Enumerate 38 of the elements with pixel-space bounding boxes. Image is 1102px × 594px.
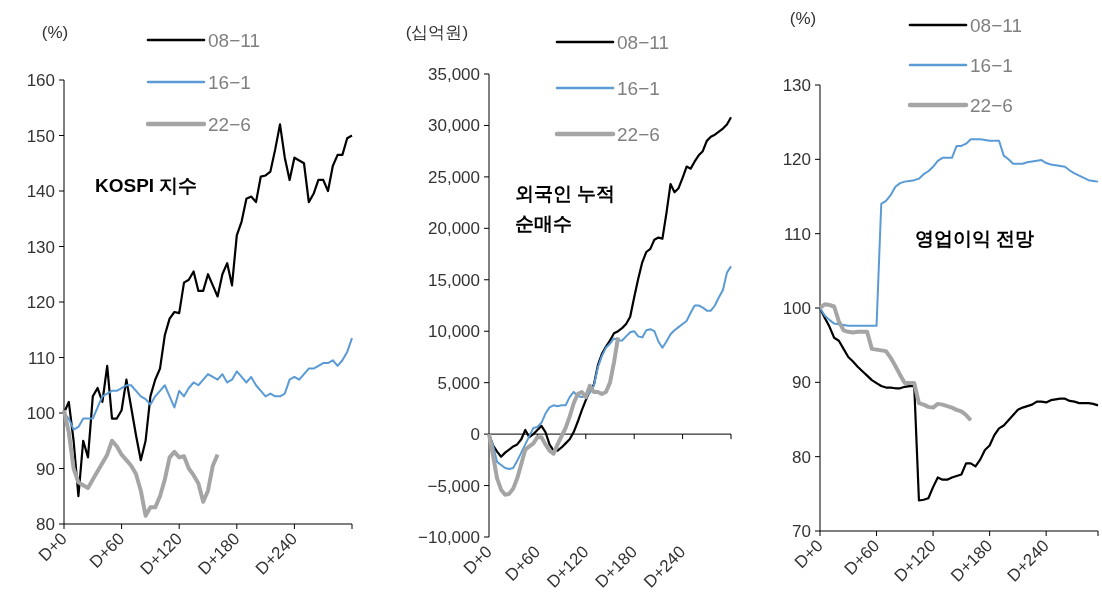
y-tick-label: 130 (26, 237, 55, 257)
y-tick-label: 160 (26, 71, 55, 90)
annotation: 영업이익 전망 (915, 228, 1035, 249)
annotation: KOSPI 지수 (95, 175, 198, 196)
y-tick-label: 20,000 (428, 219, 480, 239)
y-tick-label: 35,000 (428, 65, 480, 84)
legend-label: 08−11 (617, 32, 669, 53)
y-tick-label: 110 (27, 348, 55, 368)
y-tick-label: 10,000 (428, 322, 480, 342)
y-tick-label: 80 (792, 447, 811, 467)
y-tick-label: 130 (782, 76, 811, 95)
y-axis-title: (%) (41, 23, 69, 42)
legend-label: 22−6 (208, 114, 251, 135)
legend-label: 16−1 (208, 72, 251, 93)
y-tick-label: 100 (782, 299, 811, 318)
y-tick-label: 120 (782, 150, 811, 170)
legend-label: 22−6 (617, 124, 660, 145)
y-axis-title: (십억원) (405, 23, 469, 42)
y-tick-label: 110 (783, 224, 811, 244)
y-tick-label: 150 (26, 126, 55, 146)
y-axis-title: (%) (789, 9, 817, 28)
legend-label: 16−1 (617, 78, 660, 99)
y-tick-label: 0 (470, 425, 480, 445)
y-tick-label: 120 (26, 293, 55, 312)
legend-label: 22−6 (970, 95, 1013, 116)
y-tick-label: 5,000 (437, 373, 480, 393)
y-tick-label: −5,000 (427, 476, 480, 496)
y-tick-label: 25,000 (428, 167, 480, 187)
y-tick-label: 100 (26, 404, 55, 423)
legend-label: 08−11 (208, 30, 260, 51)
y-tick-label: 90 (36, 459, 55, 479)
annotation: 외국인 누적 순매수 (515, 183, 616, 234)
y-tick-label: 15,000 (428, 270, 480, 290)
legend-label: 16−1 (970, 55, 1013, 76)
legend-label: 08−11 (970, 15, 1022, 36)
y-tick-label: 140 (26, 182, 55, 201)
y-tick-label: 30,000 (428, 116, 480, 136)
y-tick-label: 90 (792, 373, 811, 393)
